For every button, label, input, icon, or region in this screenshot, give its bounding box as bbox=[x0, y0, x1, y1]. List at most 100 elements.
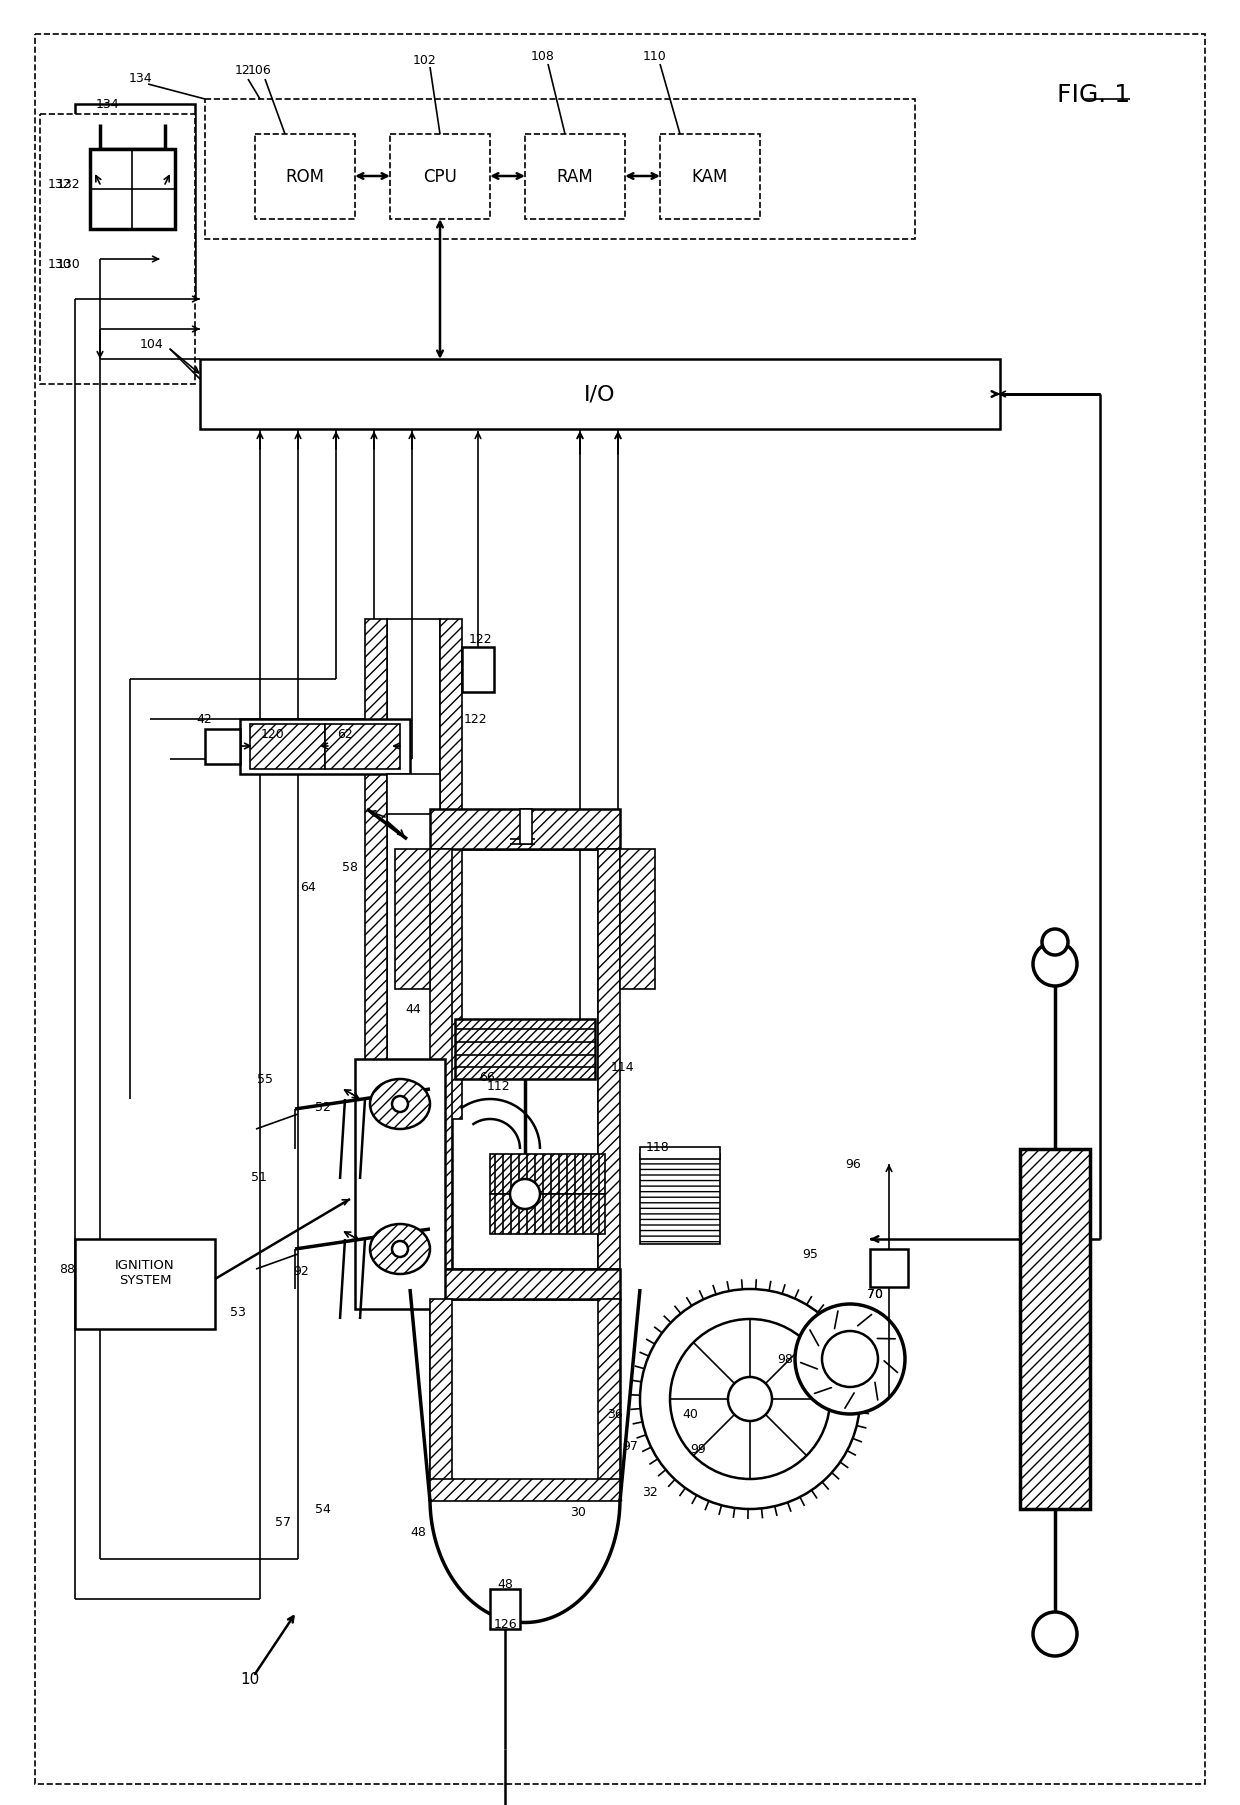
Text: 48: 48 bbox=[497, 1578, 513, 1590]
Bar bbox=[396, 850, 430, 989]
Bar bbox=[241, 720, 410, 774]
Text: 106: 106 bbox=[248, 63, 272, 76]
Ellipse shape bbox=[370, 1079, 430, 1130]
Text: 42: 42 bbox=[196, 713, 212, 726]
Circle shape bbox=[822, 1332, 878, 1388]
FancyArrowPatch shape bbox=[844, 1393, 854, 1408]
Text: 52: 52 bbox=[315, 1101, 331, 1114]
Text: 122: 122 bbox=[464, 713, 487, 726]
Circle shape bbox=[728, 1377, 773, 1421]
Text: 12: 12 bbox=[236, 63, 250, 76]
Bar bbox=[640, 1148, 720, 1159]
Text: CPU: CPU bbox=[423, 168, 456, 186]
Bar bbox=[620, 850, 655, 989]
Text: 104: 104 bbox=[139, 338, 162, 352]
Bar bbox=[387, 619, 440, 1119]
Circle shape bbox=[670, 1319, 830, 1478]
Text: 70: 70 bbox=[867, 1287, 883, 1301]
Text: 130: 130 bbox=[57, 258, 81, 271]
Bar bbox=[463, 648, 494, 693]
Text: RAM: RAM bbox=[557, 168, 594, 186]
Bar bbox=[640, 1155, 720, 1244]
Text: 53: 53 bbox=[231, 1305, 246, 1319]
Bar bbox=[74, 105, 195, 300]
Bar bbox=[525, 135, 625, 220]
Bar bbox=[490, 1588, 520, 1630]
Text: 88: 88 bbox=[60, 1264, 74, 1276]
Text: 130: 130 bbox=[48, 258, 72, 271]
Text: 62: 62 bbox=[337, 727, 353, 742]
Text: 99: 99 bbox=[691, 1442, 706, 1455]
Bar bbox=[430, 1269, 620, 1300]
Bar bbox=[430, 850, 453, 1269]
Bar bbox=[598, 1300, 620, 1500]
Bar bbox=[430, 1300, 453, 1500]
Text: 112: 112 bbox=[486, 1079, 510, 1092]
Circle shape bbox=[795, 1305, 905, 1413]
Bar bbox=[255, 135, 355, 220]
Text: 114: 114 bbox=[610, 1061, 634, 1074]
Text: 66: 66 bbox=[479, 1070, 495, 1083]
Text: 64: 64 bbox=[300, 881, 316, 893]
Text: 55: 55 bbox=[257, 1072, 273, 1087]
Text: 120: 120 bbox=[262, 727, 285, 742]
Circle shape bbox=[392, 1096, 408, 1112]
Bar bbox=[490, 1195, 605, 1235]
FancyArrowPatch shape bbox=[835, 1310, 838, 1328]
Circle shape bbox=[640, 1289, 861, 1509]
Text: 57: 57 bbox=[275, 1516, 291, 1529]
Text: 32: 32 bbox=[642, 1486, 658, 1498]
Bar bbox=[391, 135, 490, 220]
Bar bbox=[430, 1478, 620, 1502]
Circle shape bbox=[510, 1179, 539, 1209]
Bar bbox=[440, 619, 463, 1119]
Bar bbox=[205, 729, 241, 765]
FancyArrowPatch shape bbox=[875, 1383, 878, 1401]
Text: 132: 132 bbox=[48, 179, 72, 191]
Text: 96: 96 bbox=[846, 1157, 861, 1171]
FancyArrowPatch shape bbox=[815, 1388, 831, 1393]
Bar bbox=[200, 359, 999, 430]
Text: 92: 92 bbox=[293, 1265, 309, 1278]
Bar bbox=[250, 724, 325, 769]
FancyArrowPatch shape bbox=[801, 1363, 817, 1370]
Text: 134: 134 bbox=[95, 99, 119, 112]
Text: 48: 48 bbox=[410, 1525, 425, 1538]
Bar bbox=[1021, 1150, 1090, 1509]
Bar bbox=[430, 810, 620, 850]
Bar bbox=[355, 1060, 445, 1309]
Bar bbox=[91, 150, 175, 229]
Circle shape bbox=[1042, 930, 1068, 955]
Text: KAM: KAM bbox=[692, 168, 728, 186]
Ellipse shape bbox=[370, 1224, 430, 1274]
Bar bbox=[430, 1300, 620, 1500]
Text: 44: 44 bbox=[405, 1004, 420, 1016]
Text: 108: 108 bbox=[531, 51, 556, 63]
Text: 102: 102 bbox=[413, 54, 436, 67]
Text: 98: 98 bbox=[777, 1352, 792, 1366]
Text: 126: 126 bbox=[494, 1617, 517, 1630]
Text: 132: 132 bbox=[57, 179, 81, 191]
Text: 97: 97 bbox=[622, 1440, 637, 1453]
Text: FIG. 1: FIG. 1 bbox=[1056, 83, 1130, 106]
Text: 110: 110 bbox=[644, 51, 667, 63]
Bar bbox=[520, 810, 532, 845]
Text: 95: 95 bbox=[802, 1247, 818, 1262]
Bar bbox=[387, 774, 440, 814]
Text: 118: 118 bbox=[646, 1141, 670, 1153]
Bar bbox=[870, 1249, 908, 1287]
Circle shape bbox=[392, 1242, 408, 1258]
Bar bbox=[660, 135, 760, 220]
Text: 10: 10 bbox=[241, 1671, 259, 1686]
FancyArrowPatch shape bbox=[810, 1330, 818, 1347]
Bar bbox=[325, 724, 401, 769]
Text: 51: 51 bbox=[250, 1171, 267, 1184]
Text: 36: 36 bbox=[608, 1408, 622, 1421]
FancyArrowPatch shape bbox=[884, 1361, 898, 1374]
Bar bbox=[490, 1155, 605, 1195]
Bar bbox=[365, 619, 387, 1119]
Bar bbox=[40, 116, 195, 384]
Bar bbox=[74, 1240, 215, 1328]
Text: 70: 70 bbox=[867, 1287, 883, 1301]
Text: 58: 58 bbox=[342, 861, 358, 874]
